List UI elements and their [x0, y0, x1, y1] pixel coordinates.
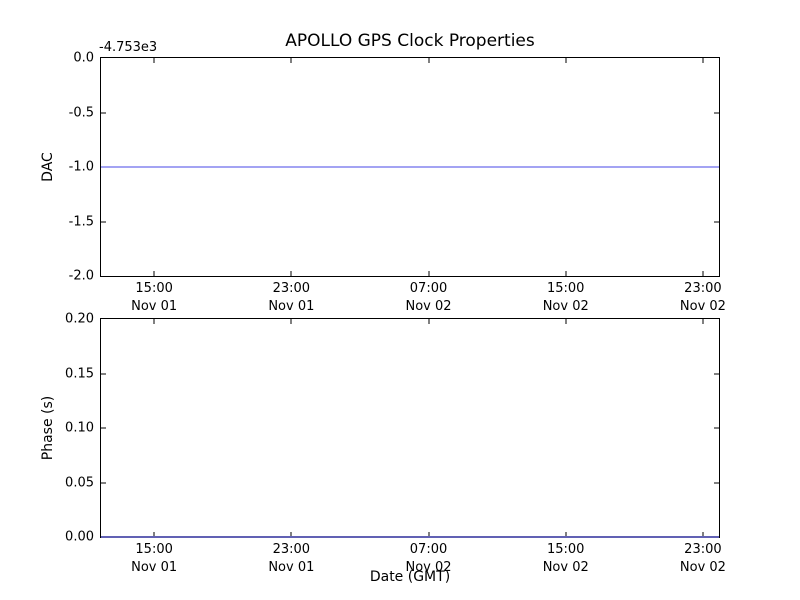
y-tick-label: -1.5	[68, 214, 94, 229]
x-tick-label: 15:00 Nov 01	[131, 542, 178, 575]
tick-mark	[290, 319, 292, 324]
dac-data-line	[101, 166, 719, 168]
tick-mark	[565, 271, 567, 276]
tick-mark	[702, 532, 704, 537]
y-tick-label: 0.05	[65, 475, 94, 490]
y-tick-label: -0.5	[68, 105, 94, 120]
tick-mark	[153, 532, 155, 537]
tick-mark	[101, 112, 106, 113]
x-tick-label: 23:00 Nov 02	[679, 542, 726, 575]
tick-mark	[290, 271, 292, 276]
chart-title: APOLLO GPS Clock Properties	[285, 31, 535, 51]
phase-subplot: Phase (s) Date (GMT) 0.20 0.15 0.10 0.05…	[40, 312, 726, 586]
y-axis-label-phase: Phase (s)	[40, 395, 57, 461]
tick-mark	[428, 532, 430, 537]
tick-mark	[428, 319, 430, 324]
x-tick-label: 23:00 Nov 01	[268, 281, 315, 314]
y-tick-label: 0.0	[73, 50, 94, 66]
y-tick-label: 0.00	[65, 529, 94, 545]
tick-mark	[714, 482, 719, 483]
y-axis-label-dac: DAC	[40, 152, 57, 182]
tick-mark	[714, 221, 719, 222]
tick-mark	[714, 112, 719, 113]
x-tick-label: 23:00 Nov 01	[268, 542, 315, 575]
tick-mark	[565, 58, 567, 63]
y-tick-label: 0.20	[65, 311, 94, 327]
tick-mark	[290, 58, 292, 63]
tick-mark	[714, 373, 719, 374]
y-tick-label: -2.0	[68, 268, 94, 284]
x-tick-label: 07:00 Nov 02	[405, 281, 452, 314]
dac-subplot: APOLLO GPS Clock Properties -4.753e3 DAC…	[40, 31, 726, 314]
tick-mark	[101, 221, 106, 222]
tick-mark	[153, 58, 155, 63]
x-axis-label: Date (GMT)	[369, 569, 451, 585]
tick-mark	[428, 58, 430, 63]
tick-mark	[153, 271, 155, 276]
tick-mark	[702, 58, 704, 63]
tick-mark	[702, 271, 704, 276]
tick-mark	[565, 532, 567, 537]
x-tick-label: 15:00 Nov 01	[131, 281, 178, 314]
tick-mark	[428, 271, 430, 276]
tick-mark	[702, 319, 704, 324]
y-tick-label: -1.0	[68, 159, 94, 175]
tick-mark	[153, 319, 155, 324]
x-tick-label: 15:00 Nov 02	[542, 281, 589, 314]
tick-mark	[714, 427, 719, 429]
phase-data-line	[101, 536, 719, 538]
y-tick-label: 0.10	[65, 420, 94, 436]
tick-mark	[101, 373, 106, 374]
tick-mark	[101, 427, 106, 429]
x-tick-label: 15:00 Nov 02	[542, 542, 589, 575]
x-tick-label: 07:00 Nov 02	[405, 542, 452, 575]
tick-mark	[101, 482, 106, 483]
y-tick-label: 0.15	[65, 366, 94, 381]
y-axis-offset-label: -4.753e3	[99, 40, 158, 55]
tick-mark	[290, 532, 292, 537]
tick-mark	[565, 319, 567, 324]
x-tick-label: 23:00 Nov 02	[679, 281, 726, 314]
